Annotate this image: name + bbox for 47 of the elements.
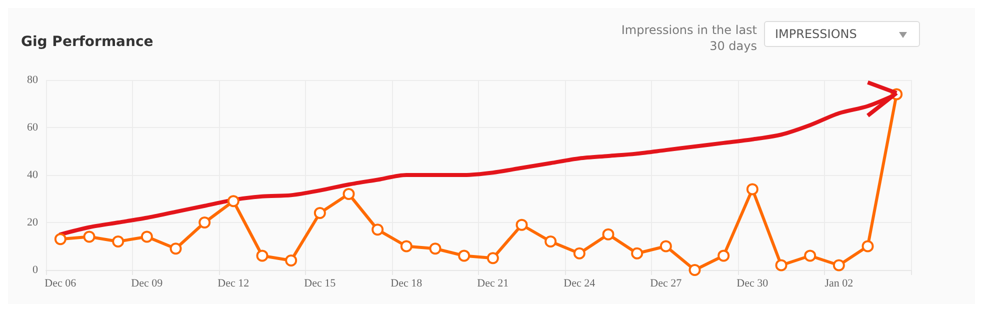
x-tick-label: Dec 30: [736, 278, 769, 290]
point: [112, 236, 124, 248]
y-tick-label: 0: [32, 264, 38, 276]
chart-title: Gig Performance: [21, 34, 154, 50]
point: [314, 207, 326, 219]
point: [140, 230, 153, 243]
point: [660, 240, 672, 252]
x-tick-label: Dec 15: [304, 278, 336, 290]
point: [285, 254, 298, 266]
x-tick-label: Dec 18: [390, 278, 423, 290]
x-tick-label: Dec 06: [44, 278, 77, 290]
x-tick-label: Jan 02: [824, 278, 854, 290]
y-tick-label: 20: [27, 216, 38, 228]
text: IMPRESSIONS: [775, 27, 857, 41]
point: [832, 259, 845, 272]
point: [775, 259, 788, 272]
point: [688, 264, 701, 276]
x-tick-label: Dec 27: [650, 278, 682, 290]
point: [170, 242, 182, 255]
point: [256, 250, 268, 262]
point: [602, 228, 614, 240]
point: [227, 195, 240, 208]
y-tick-label: 80: [27, 74, 38, 86]
x-tick-label: Dec 12: [218, 278, 250, 290]
point: [54, 233, 66, 246]
y-tick-label: 60: [27, 122, 38, 134]
point: [544, 236, 557, 248]
point: [718, 250, 730, 262]
point: [429, 242, 442, 255]
point: [400, 240, 412, 252]
point: [573, 247, 586, 260]
point: [372, 224, 384, 236]
y-tick-label: 40: [27, 169, 38, 181]
point: [631, 247, 644, 260]
x-tick-label: Dec 24: [564, 278, 596, 290]
x-tick-label: Dec 21: [477, 278, 509, 290]
text: Impressions in the last 30 days: [620, 22, 757, 54]
point: [804, 250, 816, 262]
point: [516, 218, 528, 231]
x-tick-label: Dec 09: [131, 278, 164, 290]
point: [862, 240, 874, 252]
point: [342, 188, 355, 200]
point: [198, 216, 211, 228]
point: [746, 183, 758, 196]
point: [458, 250, 470, 262]
point: [486, 252, 499, 264]
point: [83, 230, 96, 243]
